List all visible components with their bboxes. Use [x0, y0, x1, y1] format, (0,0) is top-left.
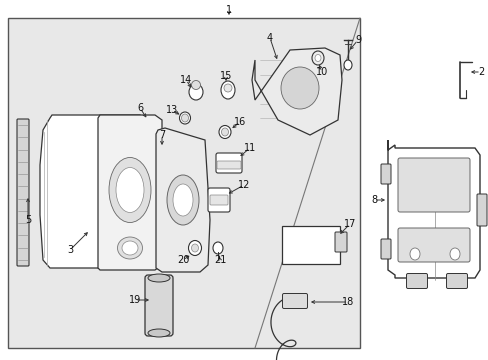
FancyBboxPatch shape [446, 274, 467, 288]
Ellipse shape [219, 126, 230, 139]
Ellipse shape [314, 54, 320, 62]
Ellipse shape [148, 274, 170, 282]
Polygon shape [156, 128, 209, 272]
FancyBboxPatch shape [216, 153, 242, 173]
Text: 5: 5 [25, 215, 31, 225]
Ellipse shape [311, 51, 324, 65]
Ellipse shape [167, 175, 199, 225]
FancyBboxPatch shape [397, 228, 469, 262]
Ellipse shape [449, 248, 459, 260]
FancyBboxPatch shape [282, 293, 307, 309]
Text: 18: 18 [341, 297, 353, 307]
Text: 21: 21 [213, 255, 226, 265]
Text: 14: 14 [180, 75, 192, 85]
Text: 7: 7 [159, 130, 165, 140]
Text: 12: 12 [237, 180, 250, 190]
Text: 13: 13 [165, 105, 178, 115]
Text: 8: 8 [370, 195, 376, 205]
Text: 2: 2 [477, 67, 483, 77]
Ellipse shape [148, 329, 170, 337]
Ellipse shape [213, 242, 223, 254]
Ellipse shape [281, 67, 318, 109]
Ellipse shape [409, 248, 419, 260]
Ellipse shape [221, 81, 235, 99]
Text: 16: 16 [233, 117, 245, 127]
Ellipse shape [116, 167, 143, 212]
FancyBboxPatch shape [209, 195, 227, 205]
FancyBboxPatch shape [17, 119, 29, 266]
FancyBboxPatch shape [334, 232, 346, 252]
Ellipse shape [188, 240, 201, 256]
Bar [282, 226, 339, 264]
Polygon shape [251, 48, 341, 135]
FancyBboxPatch shape [476, 194, 486, 226]
Ellipse shape [117, 237, 142, 259]
FancyBboxPatch shape [380, 239, 390, 259]
Text: 1: 1 [225, 5, 232, 15]
Text: 17: 17 [343, 219, 355, 229]
FancyBboxPatch shape [397, 158, 469, 212]
Text: 20: 20 [177, 255, 189, 265]
Text: 15: 15 [220, 71, 232, 81]
Text: 9: 9 [354, 35, 360, 45]
FancyBboxPatch shape [145, 275, 173, 336]
Bar [8, 18, 359, 348]
Ellipse shape [189, 84, 203, 100]
Ellipse shape [173, 184, 193, 216]
Ellipse shape [191, 244, 198, 252]
Ellipse shape [109, 157, 151, 222]
Ellipse shape [191, 81, 200, 90]
Polygon shape [387, 140, 479, 278]
Text: 6: 6 [137, 103, 143, 113]
Ellipse shape [179, 112, 190, 124]
FancyBboxPatch shape [406, 274, 427, 288]
FancyBboxPatch shape [380, 164, 390, 184]
Polygon shape [40, 115, 148, 268]
Ellipse shape [181, 114, 188, 122]
FancyBboxPatch shape [217, 161, 241, 169]
Polygon shape [98, 115, 162, 270]
Ellipse shape [343, 60, 351, 70]
Text: 3: 3 [67, 245, 73, 255]
Text: 19: 19 [129, 295, 141, 305]
Text: 11: 11 [244, 143, 256, 153]
Ellipse shape [122, 241, 138, 255]
FancyBboxPatch shape [207, 188, 229, 212]
Text: 10: 10 [315, 67, 327, 77]
Text: 4: 4 [266, 33, 272, 43]
Ellipse shape [221, 128, 228, 136]
Ellipse shape [224, 84, 231, 92]
